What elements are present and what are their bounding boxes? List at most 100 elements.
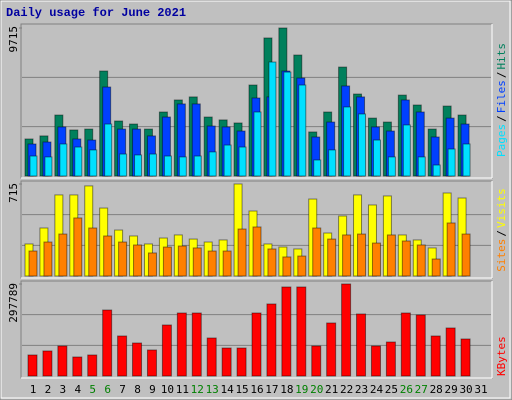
- bar: [341, 283, 352, 377]
- bar: [178, 156, 187, 177]
- bar: [446, 222, 456, 277]
- x-tick-label: 29: [445, 383, 458, 396]
- bar: [297, 255, 307, 277]
- bar: [401, 240, 411, 277]
- x-tick-label: 10: [161, 383, 174, 396]
- bar: [73, 217, 83, 277]
- bar: [176, 312, 187, 377]
- bar: [223, 144, 232, 177]
- bar: [221, 347, 232, 377]
- bar: [118, 241, 128, 277]
- bar: [102, 309, 113, 377]
- bar: [415, 314, 426, 377]
- bar: [447, 148, 456, 177]
- bar: [358, 113, 367, 177]
- bar: [402, 124, 411, 177]
- bar: [222, 250, 232, 277]
- x-tick-label: 18: [280, 383, 293, 396]
- bar: [72, 356, 83, 377]
- bar: [59, 143, 68, 177]
- x-tick-label: 5: [89, 383, 96, 396]
- bar: [445, 327, 456, 377]
- bar: [206, 337, 217, 377]
- x-tick-label: 13: [206, 383, 219, 396]
- x-tick-label: 27: [415, 383, 428, 396]
- legend-entry: Pages: [495, 124, 508, 157]
- bar: [417, 156, 426, 177]
- bar: [207, 250, 217, 277]
- bar: [193, 155, 202, 177]
- legend-separator: /: [495, 230, 508, 237]
- legend: KBytes: [495, 336, 508, 376]
- bar: [372, 139, 381, 177]
- bar: [357, 233, 367, 277]
- bar: [296, 286, 307, 377]
- x-tick-label: 1: [30, 383, 37, 396]
- x-tick-label: 19: [295, 383, 308, 396]
- legend-entry: KBytes: [495, 336, 508, 376]
- bar: [326, 322, 337, 377]
- bar: [328, 149, 337, 177]
- x-tick-label: 14: [221, 383, 235, 396]
- bar: [88, 227, 98, 277]
- bar: [208, 151, 217, 177]
- bar: [343, 106, 352, 177]
- bar: [161, 324, 172, 377]
- bar: [57, 345, 68, 377]
- bar: [252, 226, 262, 277]
- bar: [119, 153, 128, 177]
- bar: [43, 241, 53, 277]
- legend: Pages/Files/Hits: [495, 43, 508, 157]
- x-tick-label: 3: [60, 383, 67, 396]
- x-tick-label: 9: [149, 383, 156, 396]
- bar: [311, 345, 322, 377]
- legend: Sites / Visits: [495, 188, 508, 272]
- bar: [268, 61, 277, 177]
- bar: [386, 234, 396, 277]
- bar: [267, 248, 277, 277]
- bar: [237, 228, 247, 277]
- x-tick-label: 16: [250, 383, 263, 396]
- bar: [177, 245, 187, 277]
- bar: [462, 143, 471, 177]
- bar: [385, 341, 396, 377]
- y-tick-label: 715: [7, 183, 20, 203]
- legend-entry: Visits: [495, 188, 508, 228]
- legend-separator: /: [495, 115, 508, 122]
- bar: [327, 238, 337, 277]
- bar: [432, 164, 441, 177]
- bar: [282, 256, 292, 277]
- x-tick-label: 22: [340, 383, 353, 396]
- bar: [89, 149, 98, 177]
- x-tick-label: 20: [310, 383, 323, 396]
- bar: [313, 159, 322, 177]
- bar: [238, 146, 247, 177]
- bar: [74, 146, 83, 177]
- bar: [117, 335, 128, 377]
- bar: [387, 156, 396, 177]
- bar: [281, 286, 292, 377]
- x-tick-label: 6: [104, 383, 111, 396]
- x-tick-label: 28: [430, 383, 443, 396]
- bar: [104, 123, 113, 177]
- bar: [236, 347, 247, 377]
- bar: [312, 227, 322, 277]
- bar: [298, 84, 307, 177]
- chart-title: Daily usage for June 2021: [6, 6, 186, 20]
- bar: [430, 335, 441, 377]
- bar: [431, 258, 441, 277]
- bar: [356, 313, 367, 377]
- bar: [251, 312, 262, 377]
- bar: [370, 345, 381, 377]
- legend-separator: /: [495, 72, 508, 79]
- bar: [283, 71, 292, 177]
- bar: [416, 244, 426, 277]
- bar: [132, 342, 143, 377]
- x-tick-label: 4: [74, 383, 81, 396]
- x-tick-label: 15: [235, 383, 248, 396]
- x-tick-label: 21: [325, 383, 338, 396]
- bar: [191, 312, 202, 377]
- x-tick-label: 7: [119, 383, 126, 396]
